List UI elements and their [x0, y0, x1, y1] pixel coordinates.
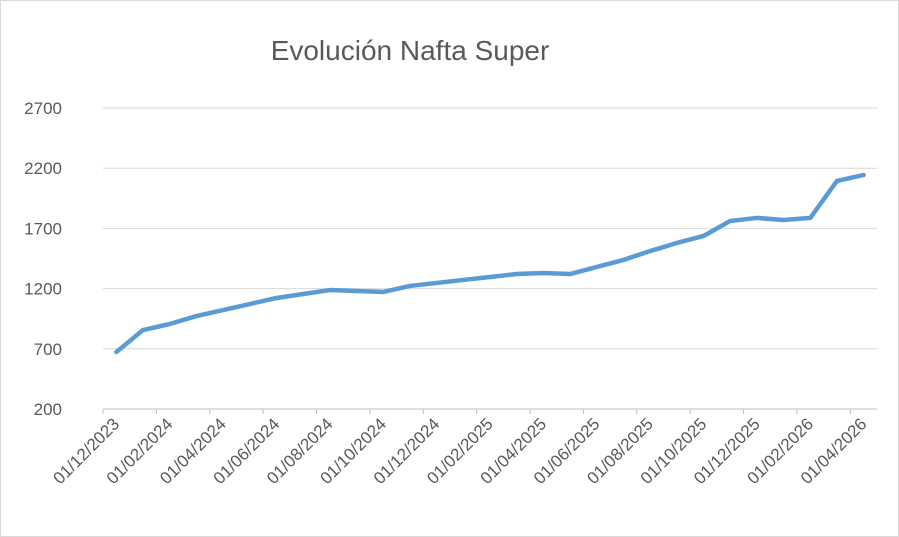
y-tick-label: 2700 [24, 99, 62, 118]
y-tick-label: 200 [34, 400, 62, 419]
y-tick-label: 1200 [24, 280, 62, 299]
line-series [114, 172, 866, 355]
y-tick-label: 1700 [24, 219, 62, 238]
chart-title: Evolución Nafta Super [271, 35, 550, 66]
y-tick-label: 700 [34, 340, 62, 359]
y-tick-label: 2200 [24, 159, 62, 178]
